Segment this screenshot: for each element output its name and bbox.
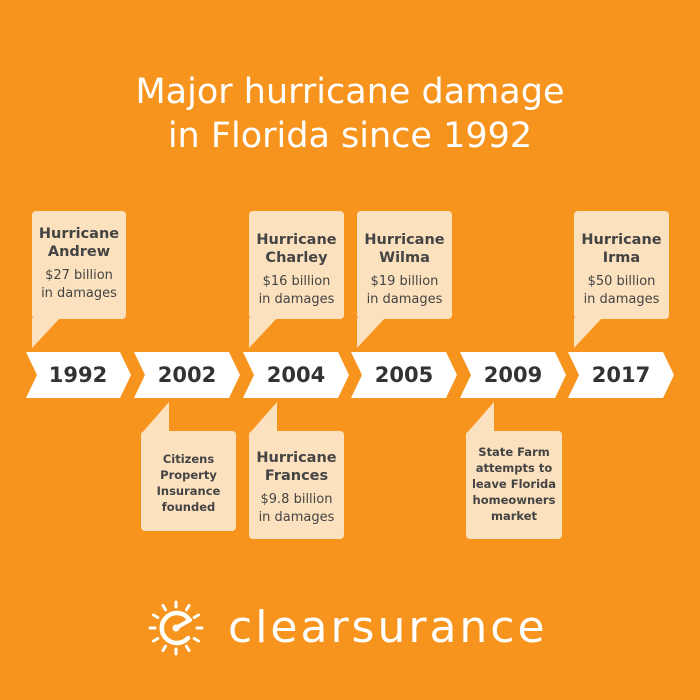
callout-pointer xyxy=(249,402,277,434)
event-note-line: Property xyxy=(160,468,217,482)
event-note-line: leave Florida xyxy=(471,477,557,491)
event-damage-line-2: in damages xyxy=(258,510,335,525)
event-name-line-1: Hurricane xyxy=(256,232,337,248)
event-damage-line-2: in damages xyxy=(41,286,117,301)
timeline-arrow xyxy=(568,352,674,398)
callout-pointer xyxy=(357,318,385,348)
event-damage-line-2: in damages xyxy=(583,292,660,307)
timeline-bar: 1992 2002 2004 2005 2009 2017 xyxy=(0,352,700,398)
timeline-arrow xyxy=(460,352,566,398)
timeline-arrow xyxy=(351,352,457,398)
event-damage-line-1: $9.8 billion xyxy=(260,492,333,507)
clearsurance-logo: clearsurance xyxy=(140,596,580,660)
event-damage-line-1: $16 billion xyxy=(262,274,331,289)
event-name-line-1: Hurricane xyxy=(38,226,120,242)
event-name-line-2: Charley xyxy=(265,250,328,266)
callout-pointer xyxy=(32,318,60,348)
event-name-line-2: Frances xyxy=(264,468,329,484)
infographic-title: Major hurricane damage in Florida since … xyxy=(0,70,700,158)
event-note-line: Citizens xyxy=(162,452,215,466)
year-label-2002: 2002 xyxy=(157,363,217,387)
event-card-hurricane-irma: Hurricane Irma $50 billion in damages xyxy=(574,211,669,319)
timeline-arrows xyxy=(26,352,674,398)
year-label-2017: 2017 xyxy=(591,363,651,387)
brand-name-part-1: clear xyxy=(228,602,352,653)
timeline-arrow xyxy=(134,352,240,398)
event-card-hurricane-wilma: Hurricane Wilma $19 billion in damages xyxy=(357,211,452,319)
callout-pointer xyxy=(466,402,494,434)
event-damage-line-1: $27 billion xyxy=(45,268,113,283)
event-note-line: market xyxy=(490,509,538,523)
event-card-hurricane-frances: Hurricane Frances $9.8 billion in damage… xyxy=(249,431,344,539)
callout-pointer xyxy=(141,402,169,434)
year-label-2009: 2009 xyxy=(483,363,543,387)
callout-pointer xyxy=(249,318,277,348)
event-name-line-2: Irma xyxy=(602,250,641,266)
event-card-hurricane-charley: Hurricane Charley $16 billion in damages xyxy=(249,211,344,319)
event-name-line-2: Wilma xyxy=(379,250,430,266)
event-name-line-1: Hurricane xyxy=(364,232,445,248)
event-name-line-2: Andrew xyxy=(47,244,111,260)
title-line-1: Major hurricane damage xyxy=(135,72,565,112)
speedometer-logo-icon xyxy=(148,600,204,656)
event-card-state-farm: State Farm attempts to leave Florida hom… xyxy=(466,431,562,539)
brand-wordmark: clearsurance xyxy=(228,600,548,656)
event-note-line: Insurance xyxy=(156,484,221,498)
timeline-arrow xyxy=(243,352,349,398)
event-note-line: homeowners xyxy=(472,493,556,507)
event-damage-line-1: $19 billion xyxy=(370,274,439,289)
year-label-1992: 1992 xyxy=(48,363,108,387)
event-name-line-1: Hurricane xyxy=(581,232,662,248)
callout-pointer xyxy=(574,318,602,348)
event-damage-line-1: $50 billion xyxy=(587,274,656,289)
event-damage-line-2: in damages xyxy=(258,292,335,307)
event-name-line-1: Hurricane xyxy=(256,450,337,466)
event-card-hurricane-andrew: Hurricane Andrew $27 billion in damages xyxy=(32,211,126,319)
title-line-2: in Florida since 1992 xyxy=(167,116,533,156)
event-note-line: State Farm xyxy=(478,445,550,459)
year-label-2004: 2004 xyxy=(266,363,326,387)
brand-name-part-2: surance xyxy=(351,602,548,653)
event-note-line: founded xyxy=(161,500,216,514)
event-damage-line-2: in damages xyxy=(366,292,443,307)
event-note-line: attempts to xyxy=(475,461,553,475)
event-card-citizens-property-insurance: Citizens Property Insurance founded xyxy=(141,431,236,531)
timeline-arrow xyxy=(26,352,131,398)
year-label-2005: 2005 xyxy=(374,363,434,387)
